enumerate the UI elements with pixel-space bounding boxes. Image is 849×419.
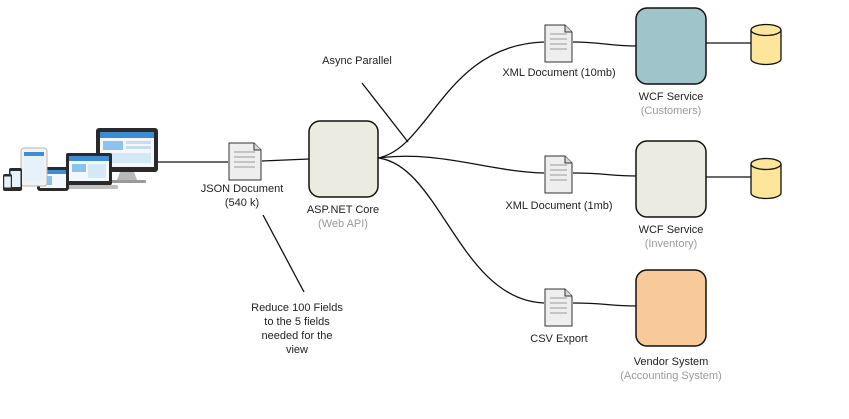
connector-vendor-doc-service	[572, 302, 637, 307]
vendor-document-label: CSV Export	[530, 333, 587, 345]
inventory-service-subtitle: (Inventory)	[645, 238, 698, 250]
annotation-line-reduce	[262, 214, 305, 293]
multi-device-icon	[3, 128, 158, 191]
core-title: ASP.NET Core	[307, 204, 379, 216]
reduce-annotation-line-3: needed for the	[262, 330, 333, 342]
customers-service-subtitle: (Customers)	[641, 105, 702, 117]
connector-core-customers-doc	[377, 41, 545, 159]
vendor-document-icon	[544, 288, 573, 327]
customers-service-title: WCF Service	[639, 91, 704, 103]
reduce-annotation-line-4: view	[286, 344, 308, 356]
core-box	[308, 120, 379, 198]
json-document-size: (540 k)	[225, 197, 259, 209]
inventory-service-title: WCF Service	[639, 224, 704, 236]
vendor-system-box	[635, 269, 707, 347]
annotation-line-async	[361, 82, 409, 143]
customers-document-label: XML Document (10mb)	[502, 67, 615, 79]
reduce-annotation-line-2: to the 5 fields	[264, 316, 330, 328]
customers-database-icon	[750, 23, 782, 66]
connector-inventory-doc-service	[572, 172, 637, 177]
inventory-service-box	[635, 140, 707, 218]
vendor-system-title: Vendor System	[634, 356, 709, 368]
customers-document-icon	[544, 24, 573, 63]
async-annotation: Async Parallel	[322, 55, 392, 67]
json-document-icon	[228, 142, 262, 181]
customers-service-box	[635, 7, 707, 85]
connectors	[158, 41, 751, 307]
connector-core-inventory-doc	[377, 155, 545, 174]
json-document-label: JSON Document	[201, 183, 284, 195]
inventory-document-label: XML Document (1mb)	[505, 200, 612, 212]
inventory-database-icon	[750, 157, 782, 200]
reduce-annotation-line-1: Reduce 100 Fields	[251, 302, 343, 314]
connector-core-vendor-doc	[377, 157, 545, 304]
connector-customers-doc-service	[572, 41, 637, 47]
inventory-document-icon	[544, 155, 573, 194]
core-subtitle: (Web API)	[318, 218, 368, 230]
connector-json-core	[261, 158, 310, 162]
vendor-system-subtitle: (Accounting System)	[620, 370, 721, 382]
